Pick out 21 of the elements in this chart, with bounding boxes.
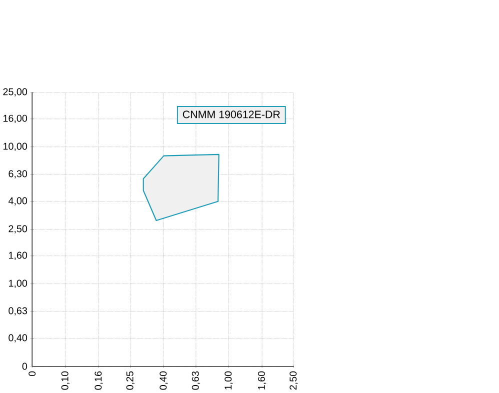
x-tick-label: 1,00	[224, 371, 233, 390]
x-tick-label: 1,60	[258, 371, 266, 390]
y-tick-label: 25,00	[3, 88, 28, 96]
y-tick-label: 0,40	[8, 334, 28, 342]
y-tick-label: 0,63	[8, 307, 28, 316]
x-tick-label: 0,10	[61, 371, 70, 390]
x-tick-label: 0,63	[192, 371, 200, 390]
y-tick-label: 6,30	[8, 170, 28, 178]
y-tick-label: 1,00	[8, 280, 28, 288]
y-tick-label: 0	[22, 362, 28, 370]
y-tick-label: 2,50	[8, 225, 28, 234]
x-tick-label: 0,16	[94, 371, 103, 390]
x-tick-label: 0,40	[160, 371, 168, 390]
y-tick-label: 16,00	[3, 114, 28, 124]
y-tick-label: 1,60	[8, 252, 28, 260]
text: CNMM 190612E-DR	[182, 110, 280, 118]
y-tick-label: 10,00	[3, 142, 28, 151]
x-tick-label: 0	[28, 371, 36, 376]
x-tick-label: 0,25	[126, 371, 135, 390]
x-tick-label: 2,50	[290, 371, 298, 390]
y-tick-label: 4,00	[8, 197, 28, 206]
